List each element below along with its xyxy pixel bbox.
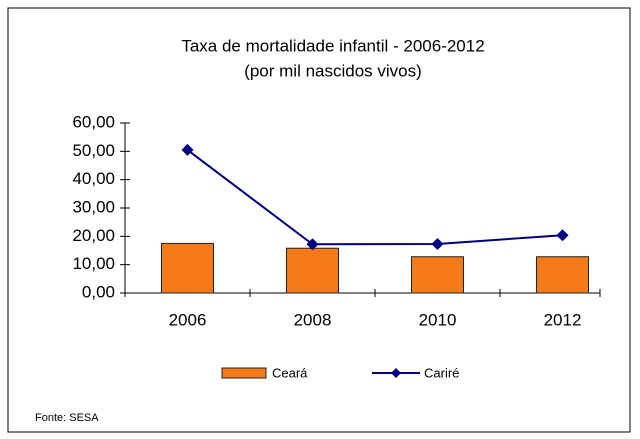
y-tick-label: 50,00 — [72, 141, 115, 160]
y-tick-label: 10,00 — [72, 254, 115, 273]
marker — [306, 238, 319, 251]
bar — [411, 256, 464, 294]
chart-subtitle: (por mil nascidos vivos) — [244, 61, 422, 80]
bar — [536, 256, 589, 294]
x-tick-label: 2010 — [419, 310, 457, 329]
marker — [431, 237, 444, 250]
y-tick-label: 30,00 — [72, 197, 115, 216]
chart-title: Taxa de mortalidade infantil - 2006-2012 — [181, 36, 484, 55]
y-tick-label: 0,00 — [82, 282, 115, 301]
y-tick-label: 60,00 — [72, 112, 115, 131]
bar — [161, 242, 214, 294]
line — [186, 149, 563, 246]
marker — [181, 143, 194, 156]
y-tick-label: 40,00 — [72, 169, 115, 188]
x-tick-label: 2008 — [294, 310, 332, 329]
legend-swatch — [221, 367, 267, 379]
x-tick-label: 2012 — [544, 310, 582, 329]
bar — [286, 247, 339, 294]
x-tick-label: 2006 — [169, 310, 207, 329]
legend-marker — [391, 368, 401, 378]
legend-label: Ceará — [272, 365, 308, 380]
marker — [556, 229, 569, 242]
y-tick-label: 20,00 — [72, 226, 115, 245]
legend-label: Cariré — [424, 365, 459, 380]
chart-border — [7, 7, 631, 433]
source-note: Fonte: SESA — [35, 412, 99, 424]
